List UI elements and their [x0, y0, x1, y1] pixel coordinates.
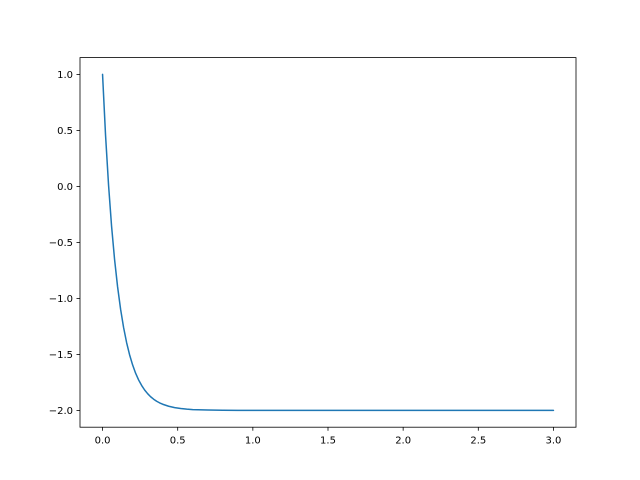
- y-tick-label: −1.0: [49, 294, 73, 305]
- y-tick-label: 0.0: [57, 182, 73, 193]
- y-tick-label: 1.0: [57, 70, 73, 81]
- x-tick-label: 2.0: [395, 436, 411, 447]
- x-tick-label: 1.5: [320, 436, 336, 447]
- axes-background: [80, 57, 576, 428]
- axes-spines: [79, 57, 577, 428]
- x-tick-label: 2.5: [470, 436, 486, 447]
- data-line-decay-curve: [101, 73, 555, 412]
- y-tick-label: −0.5: [49, 238, 73, 249]
- x-tick-label: 3.0: [546, 436, 562, 447]
- x-tick-label: 0.5: [170, 436, 186, 447]
- x-tick-label: 0.0: [95, 436, 111, 447]
- y-tick-label: −2.0: [49, 406, 73, 417]
- x-tick-label: 1.0: [245, 436, 261, 447]
- y-tick-label: 0.5: [57, 126, 73, 137]
- y-tick-label: −1.5: [49, 350, 73, 361]
